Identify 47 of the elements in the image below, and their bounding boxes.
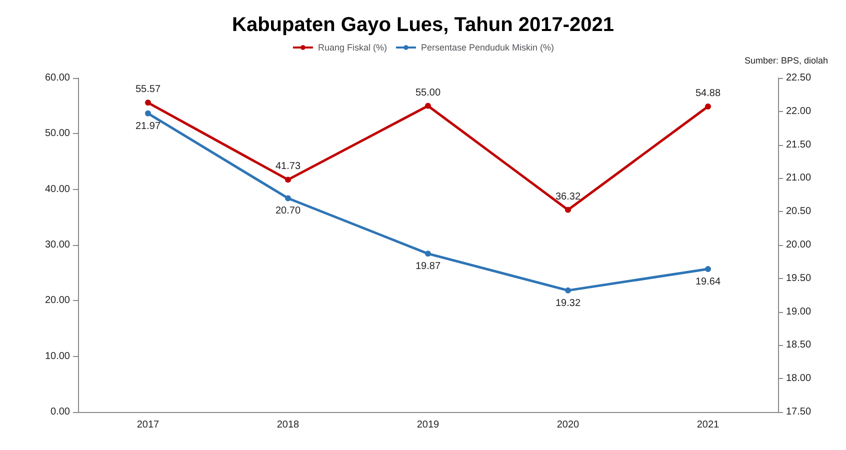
point <box>565 206 571 213</box>
y2-tick-label: 22.00 <box>786 106 812 117</box>
y-tick-label: 60.00 <box>44 72 70 84</box>
x-tick-label: 2021 <box>696 420 720 430</box>
y-tick-label: 20.00 <box>44 295 70 306</box>
y2-tick-label: 20.50 <box>786 206 812 218</box>
point <box>425 250 431 257</box>
legend-label: Ruang Fiskal (%) <box>318 42 387 52</box>
y2-tick-label: 20.00 <box>786 240 812 250</box>
point <box>425 102 431 109</box>
y2-tick-label: 19.50 <box>786 272 812 284</box>
y2-tick-label: 21.50 <box>786 139 812 150</box>
point <box>565 287 571 294</box>
legend-label: Persentase Penduduk Miskin (%) <box>420 42 554 52</box>
y2-tick-label: 22.50 <box>786 72 812 84</box>
point <box>705 104 711 110</box>
text: Sumber: BPS, diolah <box>744 56 828 66</box>
point <box>145 100 151 106</box>
y2-tick-label: 17.50 <box>786 406 812 418</box>
data-label: 19.32 <box>555 298 581 309</box>
data-label: 55.57 <box>135 84 161 96</box>
y-tick-label: 0.00 <box>50 406 70 418</box>
y2-tick-label: 18.50 <box>786 340 812 351</box>
x-tick-label: 2020 <box>556 420 580 430</box>
point <box>145 110 151 116</box>
data-label: 41.73 <box>275 161 301 172</box>
point <box>705 266 711 272</box>
x-tick-label: 2018 <box>276 420 300 430</box>
x-tick-label: 2017 <box>136 420 160 430</box>
point <box>285 176 291 183</box>
data-label: 36.32 <box>555 191 581 202</box>
data-label: 21.97 <box>135 120 161 132</box>
data-label: 54.88 <box>695 88 721 99</box>
data-label: 20.70 <box>275 206 301 217</box>
point <box>285 195 291 202</box>
y-tick-label: 30.00 <box>44 240 70 250</box>
y-tick-label: 10.00 <box>44 350 70 362</box>
data-label: 55.00 <box>415 87 441 98</box>
data-label: 19.87 <box>415 261 441 272</box>
y2-tick-label: 19.00 <box>786 306 812 318</box>
data-label: 19.64 <box>695 276 721 288</box>
chart-title: Kabupaten Gayo Lues, Tahun 2017-2021 <box>232 14 614 36</box>
y2-tick-label: 21.00 <box>786 172 812 184</box>
y-tick-label: 40.00 <box>44 184 70 195</box>
x-tick-label: 2019 <box>416 420 440 430</box>
y-tick-label: 50.00 <box>44 128 70 140</box>
y2-tick-label: 18.00 <box>786 373 812 384</box>
